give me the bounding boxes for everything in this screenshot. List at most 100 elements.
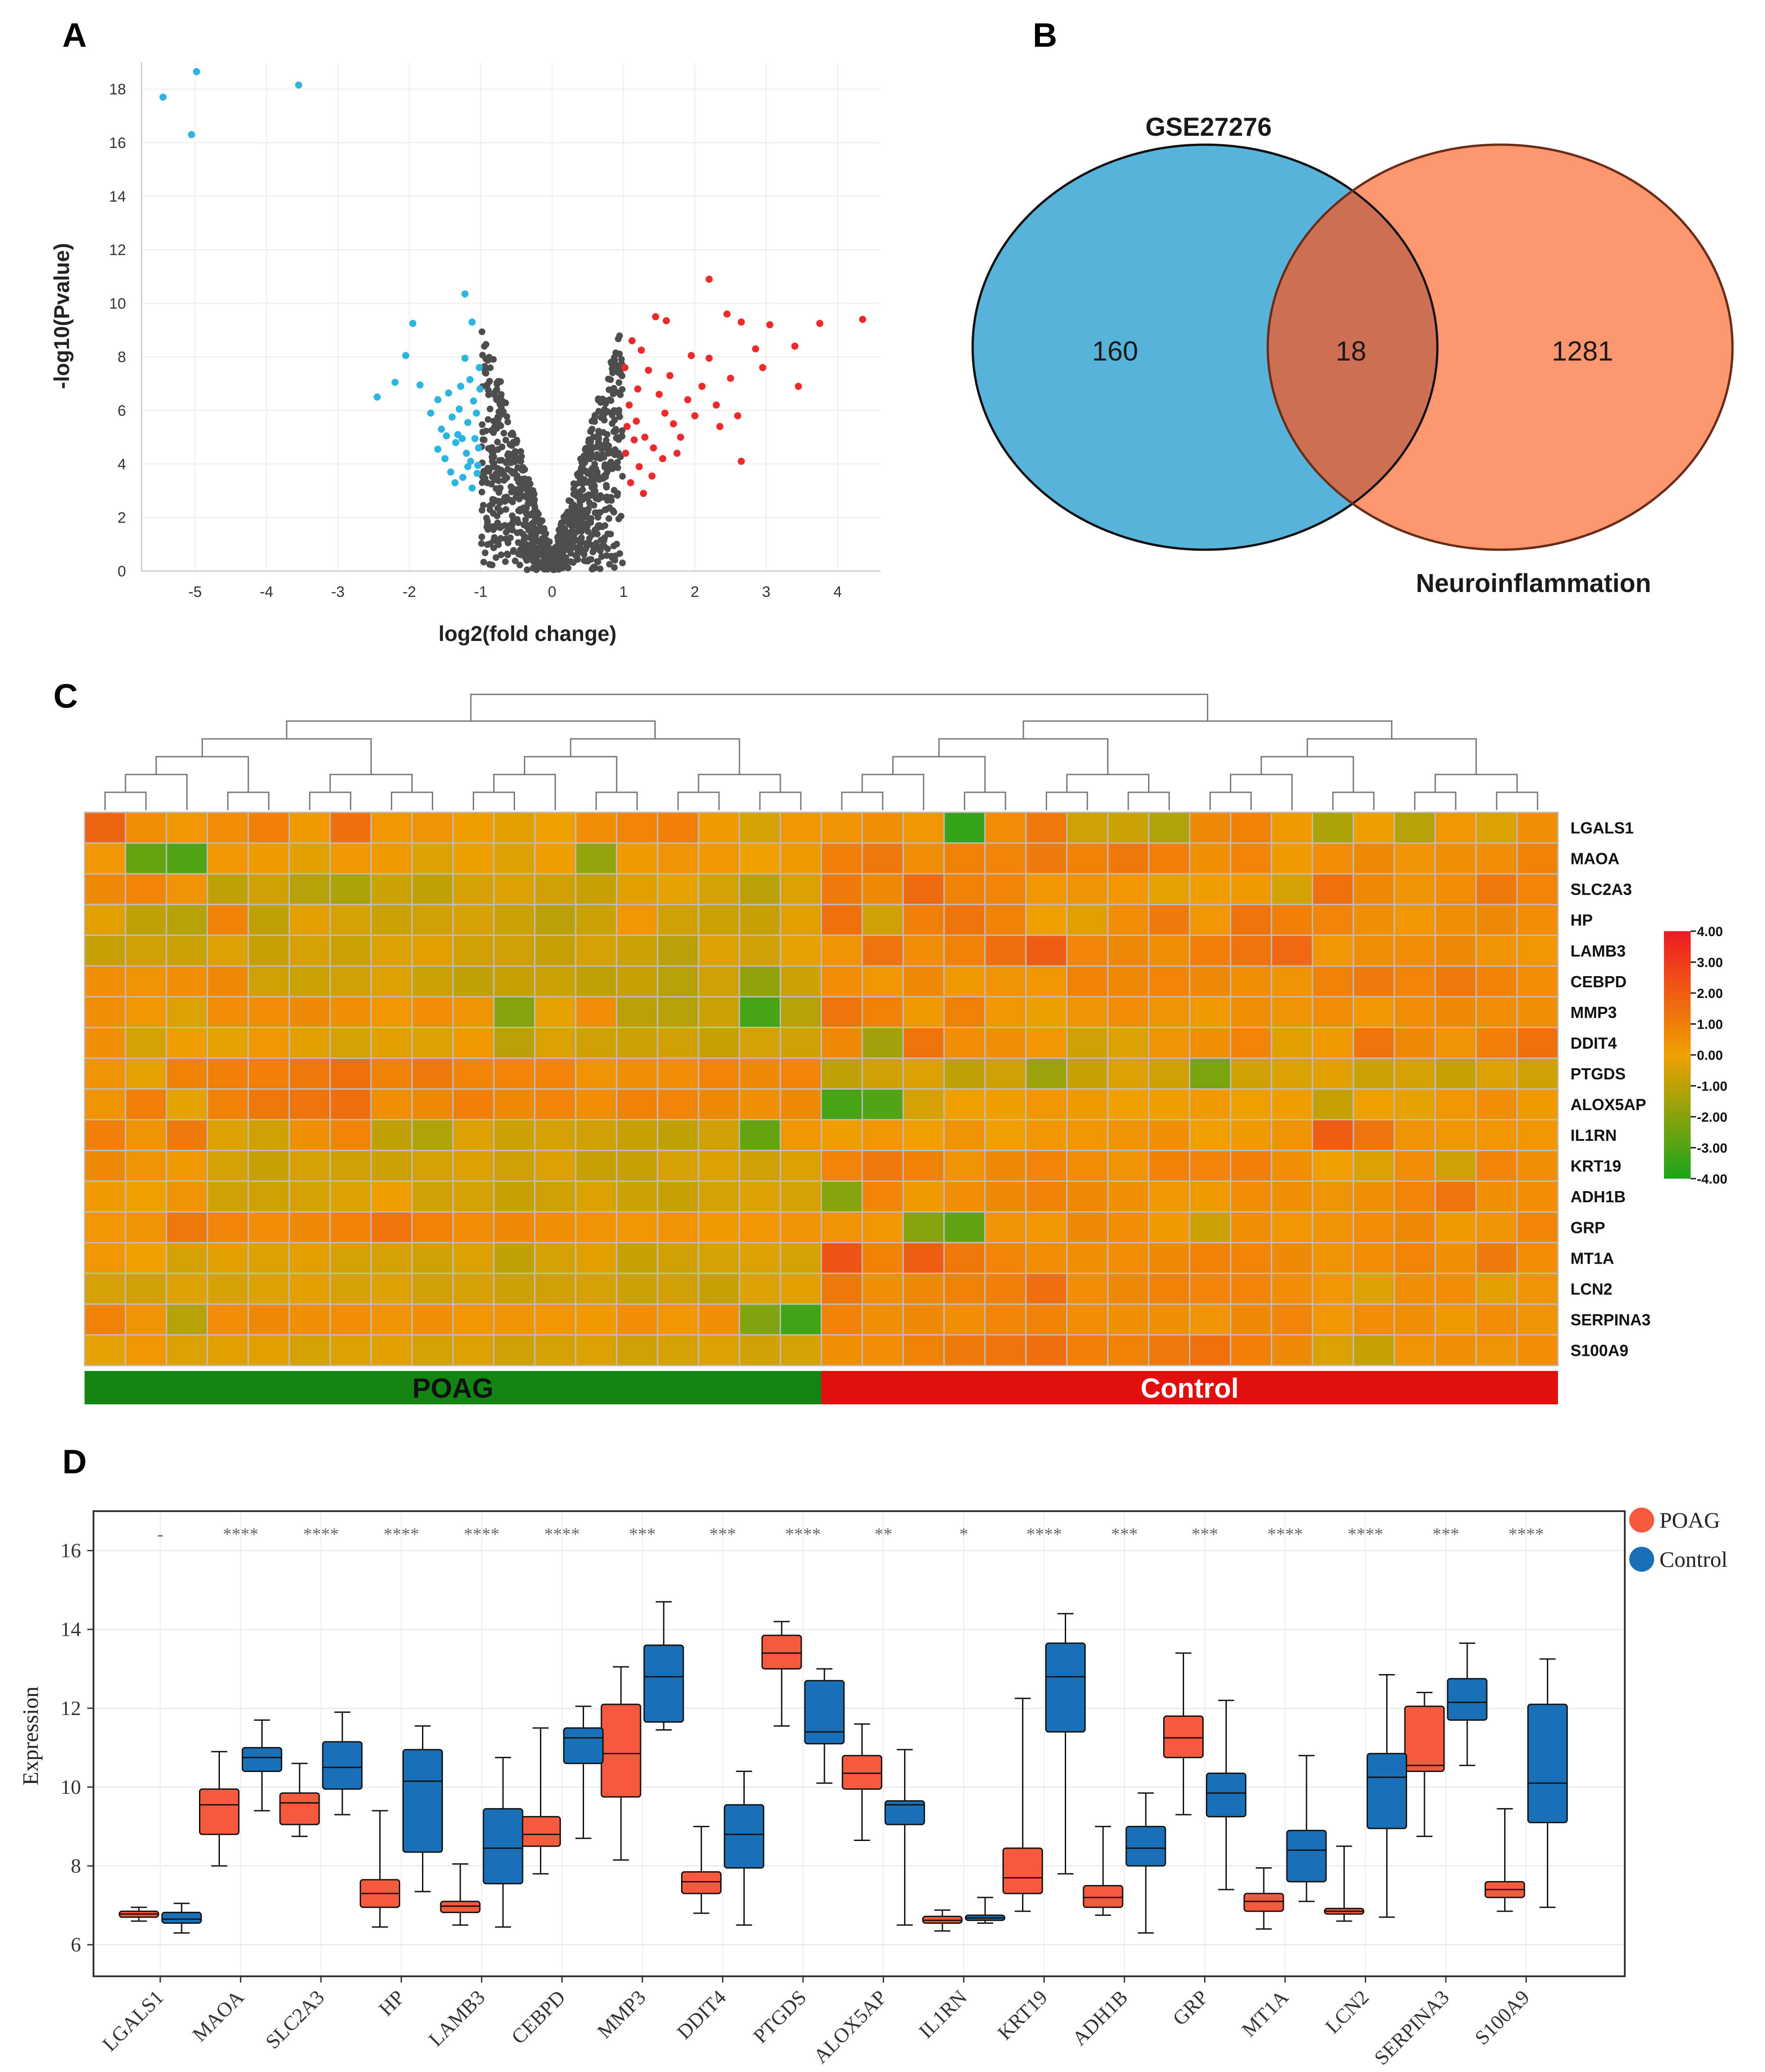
heatmap-cell [329,996,372,1028]
heatmap-cell [329,1242,372,1274]
heatmap-cell [1311,811,1354,844]
heatmap-gene-label: IL1RN [1570,1126,1617,1144]
volcano-point-ns [617,453,624,460]
dendrogram-root [470,693,1209,721]
volcano-point-up [640,490,647,497]
volcano-axes [141,62,880,572]
heatmap-cell [1352,996,1395,1028]
box-poag [1404,1691,1445,1837]
group-bar-poag [85,1371,821,1404]
heatmap-cell [1107,1057,1150,1090]
heatmap-cell [738,996,781,1028]
volcano-point-ns [507,534,514,541]
volcano-point-ns [574,471,581,478]
box-control [242,1719,282,1812]
box-poag [279,1763,320,1837]
heatmap-cell [329,1150,372,1182]
heatmap-cell [820,934,863,967]
volcano-y-tick-label: 10 [109,295,126,312]
heatmap-cell [207,1026,249,1059]
volcano-point-ns [523,505,530,512]
heatmap-cell [166,1119,208,1152]
heatmap-cell [820,1242,863,1274]
volcano-point-ns [498,466,505,474]
heatmap-cell [411,934,454,967]
heatmap-cell [207,1057,249,1090]
volcano-point-ns [580,551,588,558]
heatmap-cell [1066,1057,1109,1090]
volcano-point-ns [611,357,618,364]
volcano-point-ns [601,522,609,529]
heatmap-cell [1516,1119,1559,1152]
volcano-point-ns [616,550,623,557]
volcano-point-ns [588,418,596,425]
heatmap-cell [1393,1303,1436,1336]
heatmap-cell [1229,1273,1272,1305]
heatmap-cell [738,1334,781,1366]
box-iqr [402,1749,443,1853]
heatmap-cell [288,904,331,936]
heatmap-cell [616,1180,658,1213]
heatmap-colorbar: 4.00 3.00 2.00 1.00 0.00 -1.00 -2.00 -3.00 -4.00 [1664,924,1727,1187]
volcano-point-ns [499,398,506,405]
heatmap-cell [779,842,822,875]
heatmap-cell [1229,1211,1272,1244]
heatmap-cell [84,1150,126,1182]
heatmap-cell [616,996,658,1028]
heatmap-cell [1107,1334,1150,1366]
volcano-point-ns [596,565,604,572]
box-control [1527,1658,1568,1908]
heatmap-cell [779,1273,822,1305]
heatmap-cell [370,1303,413,1336]
colorbar-tick-label: -2.00 [1697,1110,1727,1125]
volcano-point-ns [481,363,488,370]
heatmap-cell [820,1119,863,1152]
heatmap-column-dendrogram [104,693,1538,810]
heatmap-cell [1352,1303,1395,1336]
heatmap-cell [820,1088,863,1121]
dendrogram-link [698,774,781,792]
heatmap-cell [1025,1242,1068,1274]
heatmap-cell [207,1273,249,1305]
volcano-point-up [723,310,731,318]
heatmap-cell [943,1273,986,1305]
heatmap-cell [575,934,617,967]
box-iqr [1206,1772,1246,1817]
heatmap-cell [657,965,699,997]
heatmap-cell [861,1334,904,1366]
colorbar-gradient [1664,931,1691,1179]
box-iqr [1045,1642,1086,1733]
significance-label: *** [710,1524,736,1544]
heatmap-cell [1311,1211,1354,1244]
heatmap-cell [984,842,1027,875]
heatmap-cell [125,934,167,967]
heatmap-cell [738,1273,781,1305]
heatmap-cell [1311,842,1354,875]
heatmap-cell [779,873,822,905]
volcano-point-ns [604,530,611,537]
heatmap-cell [1107,1150,1150,1182]
heatmap-cell [125,1180,167,1213]
volcano-point-ns [479,488,486,495]
volcano-point-up [662,317,670,324]
volcano-point-up [691,412,698,420]
heatmap-cell [1311,1242,1354,1274]
heatmap-cell [1270,1150,1313,1182]
boxplot-legend: POAG Control [1629,1508,1728,1572]
heatmap: LGALS1 MAOA SLC2A3 HP LAMB3 CEBPD MMP3 DDIT4 PTG… [84,693,1727,1404]
heatmap-cell [534,842,576,875]
volcano-point-ns [601,537,608,544]
dendrogram-link [104,791,147,810]
heatmap-cell [779,904,822,936]
heatmap-cell [411,1119,454,1152]
volcano-point-ns [612,446,619,453]
heatmap-cell [1516,965,1559,997]
volcano-point-up [752,345,759,353]
heatmap-cell [820,1057,863,1090]
volcano-point-up [738,318,745,326]
venn-count-intersection: 18 [1336,336,1367,367]
heatmap-cell [207,873,249,905]
volcano-x-tick-label: 3 [762,584,771,600]
heatmap-cell [1270,1211,1313,1244]
